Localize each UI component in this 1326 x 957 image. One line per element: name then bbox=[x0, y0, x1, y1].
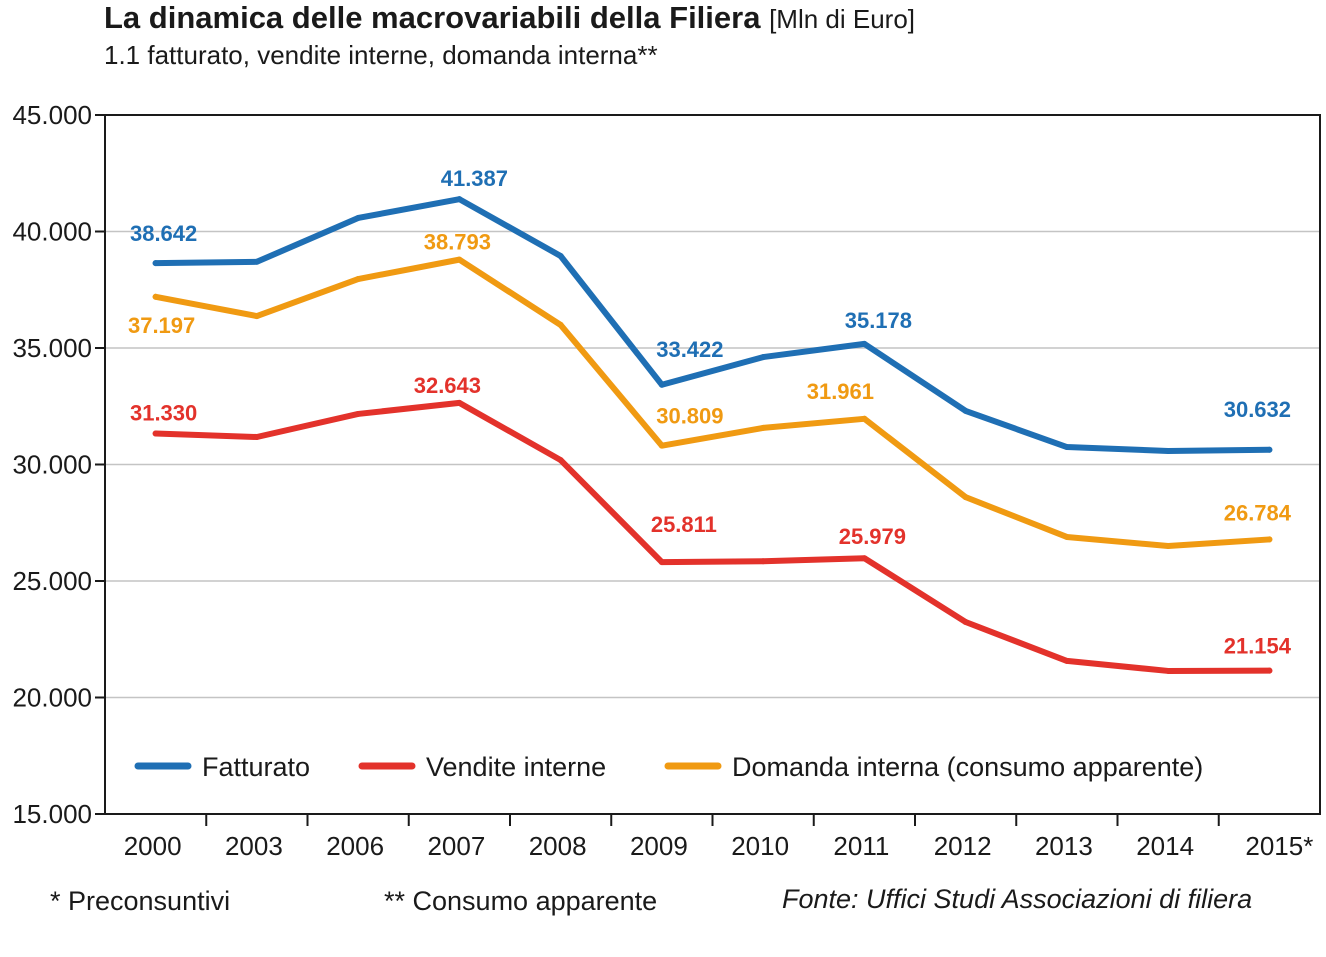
data-point bbox=[1165, 543, 1172, 550]
series-line-vendite bbox=[152, 399, 1273, 674]
data-point bbox=[152, 260, 159, 267]
data-point bbox=[760, 558, 767, 565]
x-tick-label: 2011 bbox=[833, 831, 889, 861]
x-tick-label: 2009 bbox=[630, 831, 688, 861]
data-point bbox=[253, 434, 260, 441]
data-point bbox=[1063, 657, 1070, 664]
data-point bbox=[253, 258, 260, 265]
data-point bbox=[152, 293, 159, 300]
data-point bbox=[456, 196, 463, 203]
data-point bbox=[861, 415, 868, 422]
data-label: 33.422 bbox=[656, 337, 723, 362]
legend-label: Vendite interne bbox=[426, 752, 606, 782]
data-point bbox=[355, 410, 362, 417]
data-label: 38.642 bbox=[130, 221, 197, 246]
x-tick-label: 2006 bbox=[326, 831, 384, 861]
data-point bbox=[760, 424, 767, 431]
data-label: 37.197 bbox=[128, 313, 195, 338]
data-point bbox=[760, 354, 767, 361]
chart-subtitle: 1.1 fatturato, vendite interne, domanda … bbox=[104, 40, 658, 70]
data-point bbox=[658, 559, 665, 566]
data-point bbox=[861, 340, 868, 347]
x-tick-label: 2012 bbox=[934, 831, 992, 861]
data-point bbox=[1165, 447, 1172, 454]
data-label: 26.784 bbox=[1224, 500, 1292, 525]
x-tick-label: 2013 bbox=[1035, 831, 1093, 861]
data-label: 38.793 bbox=[424, 230, 491, 255]
data-point bbox=[557, 321, 564, 328]
title-text: La dinamica delle macrovariabili della F… bbox=[104, 0, 761, 35]
x-tick-label: 2008 bbox=[529, 831, 587, 861]
y-tick-label: 30.000 bbox=[12, 450, 92, 480]
data-point bbox=[1063, 533, 1070, 540]
y-tick-label: 40.000 bbox=[12, 217, 92, 247]
data-label: 31.330 bbox=[130, 401, 197, 426]
y-tick-label: 35.000 bbox=[12, 333, 92, 363]
data-point bbox=[658, 442, 665, 449]
source-note: Fonte: Uffici Studi Associazioni di fili… bbox=[782, 884, 1253, 914]
data-label: 30.809 bbox=[656, 404, 723, 429]
data-point bbox=[355, 276, 362, 283]
data-point bbox=[253, 313, 260, 320]
y-tick-label: 25.000 bbox=[12, 566, 92, 596]
x-tick-label: 2014 bbox=[1136, 831, 1194, 861]
y-tick-label: 15.000 bbox=[12, 799, 92, 829]
data-point bbox=[962, 494, 969, 501]
data-point bbox=[456, 256, 463, 263]
data-point bbox=[962, 407, 969, 414]
data-point bbox=[456, 399, 463, 406]
data-label: 31.961 bbox=[807, 379, 874, 404]
title-unit: [Mln di Euro] bbox=[769, 4, 916, 34]
data-label: 25.979 bbox=[839, 524, 906, 549]
x-tick-label: 2003 bbox=[225, 831, 283, 861]
x-tick-label: 2007 bbox=[427, 831, 485, 861]
data-point bbox=[1266, 536, 1273, 543]
legend-label: Fatturato bbox=[202, 752, 310, 782]
x-tick-label: 2015* bbox=[1245, 831, 1313, 861]
footnote-preconsuntivi: * Preconsuntivi bbox=[50, 886, 231, 916]
x-tick-label: 2010 bbox=[731, 831, 789, 861]
data-label: 35.178 bbox=[845, 308, 912, 333]
series-line-fatturato bbox=[152, 196, 1273, 454]
data-point bbox=[1165, 667, 1172, 674]
data-point bbox=[658, 381, 665, 388]
data-label: 25.811 bbox=[651, 512, 717, 537]
data-label: 21.154 bbox=[1224, 634, 1292, 659]
data-point bbox=[152, 430, 159, 437]
chart-title: La dinamica delle macrovariabili della F… bbox=[104, 0, 915, 36]
data-label: 32.643 bbox=[414, 373, 481, 398]
data-point bbox=[962, 619, 969, 626]
data-point bbox=[557, 252, 564, 259]
data-point bbox=[1266, 667, 1273, 674]
series-line-domanda bbox=[152, 256, 1273, 550]
data-label: 30.632 bbox=[1224, 397, 1291, 422]
x-tick-label: 2000 bbox=[124, 831, 182, 861]
y-tick-label: 20.000 bbox=[12, 683, 92, 713]
data-point bbox=[355, 214, 362, 221]
data-label: 41.387 bbox=[441, 166, 508, 191]
data-point bbox=[1063, 444, 1070, 451]
data-point bbox=[1266, 446, 1273, 453]
legend-label: Domanda interna (consumo apparente) bbox=[732, 752, 1203, 782]
y-tick-label: 45.000 bbox=[12, 100, 92, 130]
footnote-consumo-apparente: ** Consumo apparente bbox=[384, 886, 658, 916]
data-point bbox=[557, 457, 564, 464]
data-point bbox=[861, 555, 868, 562]
